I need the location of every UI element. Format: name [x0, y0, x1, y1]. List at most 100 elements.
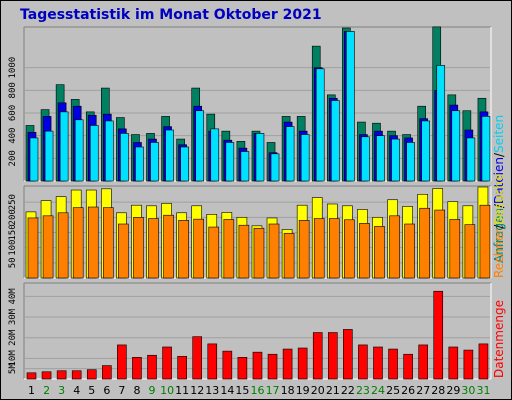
- bar-anfragen: [195, 110, 205, 182]
- bar-rechner: [148, 218, 159, 279]
- bar-rechner: [57, 212, 69, 279]
- x-tick-label: 1: [28, 384, 35, 397]
- bar-datenmenge: [86, 369, 97, 380]
- bar-anfragen: [361, 136, 370, 182]
- page-title: Tagesstatistik im Monat Oktober 2021: [20, 7, 322, 23]
- panel-0-ytick-label: 600: [8, 105, 18, 121]
- x-tick-label: 5: [88, 384, 95, 397]
- bar-datenmenge: [192, 336, 203, 380]
- bar-datenmenge: [267, 353, 278, 380]
- bar-datenmenge: [102, 365, 112, 380]
- bar-rechner: [238, 224, 250, 279]
- bar-rechner: [133, 217, 144, 279]
- bar-rechner: [298, 220, 310, 279]
- bar-datenmenge: [358, 344, 368, 380]
- middle-side-label: Rechner/Besuche: [492, 174, 506, 278]
- bar-rechner: [253, 227, 265, 279]
- bar-anfragen: [285, 126, 295, 182]
- bar-datenmenge: [237, 357, 248, 380]
- panel-1-ytick-label: 150: [8, 224, 18, 240]
- bar-datenmenge: [343, 329, 353, 380]
- bar-anfragen: [59, 111, 69, 182]
- bar-datenmenge: [282, 348, 293, 380]
- bar-datenmenge: [403, 353, 413, 380]
- panel-2-ytick-label: 30M: [8, 308, 18, 325]
- bar-rechner: [87, 206, 99, 279]
- x-tick-label: 28: [431, 384, 445, 397]
- x-tick-label: 23: [356, 384, 370, 397]
- bar-datenmenge: [222, 350, 233, 380]
- bar-datenmenge: [448, 346, 459, 380]
- seiten-label: Seiten: [492, 114, 506, 153]
- bar-rechner: [208, 226, 220, 279]
- bar-anfragen: [29, 137, 39, 182]
- panel-2-ytick-label: 20M: [8, 329, 18, 346]
- bar-rechner: [449, 219, 461, 279]
- bar-anfragen: [346, 31, 355, 182]
- bar-rechner: [434, 209, 446, 279]
- x-tick-label: 9: [149, 384, 156, 397]
- middle-sep: /: [492, 224, 506, 229]
- datenmenge-label: Datenmenge: [492, 300, 506, 378]
- x-tick-label: 29: [446, 384, 460, 397]
- panel-0-ytick-label: 200: [8, 150, 18, 166]
- bar-datenmenge: [373, 346, 383, 380]
- bar-rechner: [419, 207, 430, 279]
- bar-rechner: [223, 219, 235, 279]
- panel-1-ytick-label: 100: [8, 240, 18, 256]
- x-tick-label: 18: [281, 384, 295, 397]
- bar-rechner: [163, 214, 174, 279]
- x-tick-label: 11: [175, 384, 189, 397]
- bar-anfragen: [165, 129, 174, 182]
- bar-anfragen: [436, 65, 446, 182]
- x-tick-label: 7: [118, 384, 125, 397]
- bar-rechner: [27, 217, 39, 279]
- bar-rechner: [283, 233, 295, 279]
- bar-rechner: [359, 223, 370, 279]
- x-tick-label: 8: [133, 384, 140, 397]
- bar-anfragen: [180, 146, 189, 182]
- x-tick-label: 15: [235, 384, 249, 397]
- bar-anfragen: [270, 153, 280, 182]
- bar-anfragen: [135, 146, 144, 182]
- bar-anfragen: [240, 151, 250, 182]
- panel-1-ytick-label: 50: [8, 257, 18, 268]
- panel-2-ytick-label: 5M: [8, 363, 18, 374]
- x-tick-label: 16: [251, 384, 265, 397]
- bar-anfragen: [315, 68, 325, 182]
- x-tick-label: 22: [341, 384, 355, 397]
- bar-anfragen: [406, 142, 415, 182]
- besuche-label: Besuche: [492, 173, 506, 225]
- panel-0-ytick-label: 800: [8, 82, 18, 98]
- bar-rechner: [118, 223, 129, 279]
- bar-datenmenge: [162, 346, 172, 380]
- x-tick-label: 21: [326, 384, 340, 397]
- bar-rechner: [389, 215, 400, 279]
- rechner-label: Rechner: [492, 228, 506, 278]
- bar-rechner: [193, 218, 205, 279]
- panel-0-ytick-label: 400: [8, 128, 18, 144]
- panel-2-ytick-label: 40M: [8, 288, 18, 305]
- bar-anfragen: [421, 120, 430, 182]
- bar-datenmenge: [327, 332, 338, 380]
- x-tick-label: 3: [58, 384, 65, 397]
- bottom-side-label: Datenmenge: [492, 300, 506, 378]
- bar-anfragen: [44, 130, 54, 182]
- bar-datenmenge: [433, 290, 444, 380]
- x-tick-label: 17: [266, 384, 280, 397]
- bar-datenmenge: [297, 347, 308, 380]
- bar-datenmenge: [41, 371, 52, 380]
- bar-rechner: [374, 226, 385, 279]
- bar-datenmenge: [252, 351, 263, 380]
- bar-datenmenge: [147, 354, 157, 380]
- bar-anfragen: [255, 133, 265, 182]
- bar-anfragen: [120, 133, 129, 182]
- bar-rechner: [72, 207, 84, 279]
- x-tick-label: 20: [311, 384, 325, 397]
- bar-anfragen: [391, 138, 400, 182]
- x-tick-label: 31: [476, 384, 490, 397]
- bar-anfragen: [89, 125, 99, 182]
- panel-2-ytick-label: 10M: [8, 350, 18, 367]
